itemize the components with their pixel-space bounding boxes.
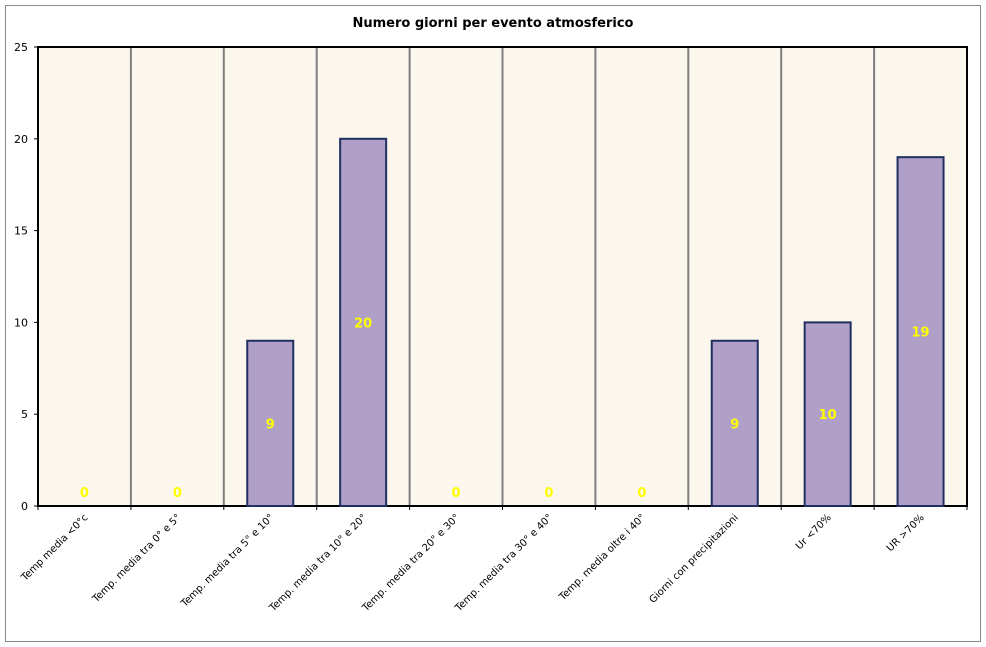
x-category-label: Temp. media tra 0° e 5° xyxy=(90,512,183,605)
bar xyxy=(803,321,852,507)
data-label: 0 xyxy=(452,486,461,501)
bar xyxy=(710,339,759,508)
y-tick-label: 5 xyxy=(21,408,28,421)
x-category-label: UR >70% xyxy=(885,512,927,554)
data-label: 19 xyxy=(912,326,930,341)
data-label: 9 xyxy=(266,417,275,432)
y-tick-label: 15 xyxy=(14,225,28,238)
data-label: 0 xyxy=(637,486,646,501)
data-label: 9 xyxy=(730,417,739,432)
x-category-label: Temp media <0°c xyxy=(19,512,91,584)
y-tick-label: 10 xyxy=(14,316,28,329)
data-label: 0 xyxy=(544,486,553,501)
x-category-label: Ur <70% xyxy=(794,512,834,552)
y-tick-label: 0 xyxy=(21,500,28,513)
x-category-label: Temp. media tra 5° e 10° xyxy=(179,512,277,610)
x-category-label: Temp. media tra 20° e 30° xyxy=(360,512,462,614)
x-category-label: Temp. media oltre i 40° xyxy=(557,512,648,603)
y-tick-label: 25 xyxy=(14,41,28,54)
x-category-label: Giorni con precipitazioni xyxy=(647,512,740,605)
y-tick-label: 20 xyxy=(14,133,28,146)
bar xyxy=(896,156,945,507)
x-category-label: Temp. media tra 10° e 20° xyxy=(267,512,369,614)
data-label: 0 xyxy=(80,486,89,501)
chart-title: Numero giorni per evento atmosferico xyxy=(353,16,634,31)
data-label: 0 xyxy=(173,486,182,501)
bar xyxy=(246,339,295,508)
bar xyxy=(339,137,388,508)
data-label: 20 xyxy=(354,316,372,331)
data-label: 10 xyxy=(819,408,837,423)
x-category-label: Temp. media tra 30° e 40° xyxy=(453,512,555,614)
